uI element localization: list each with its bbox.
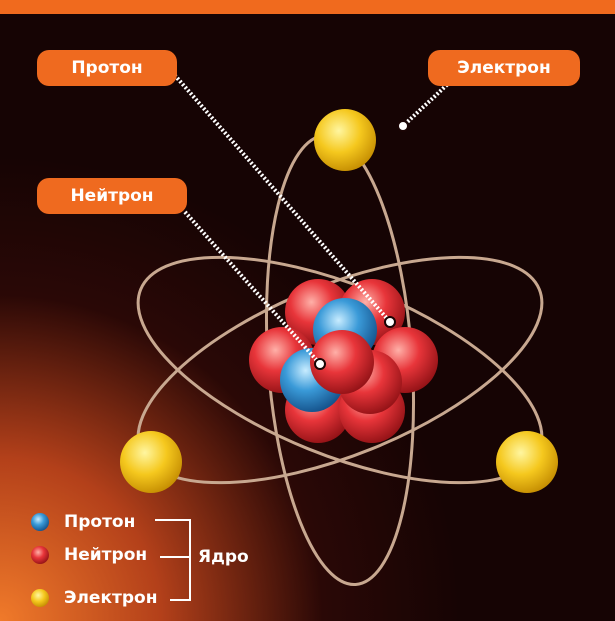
callout-label: Электрон [457, 58, 550, 78]
legend-icon [31, 546, 49, 564]
legend-group: Ядро [198, 547, 249, 567]
legend-icon [31, 513, 49, 531]
callout-label: Нейтрон [70, 186, 153, 206]
legend-icon [31, 589, 49, 607]
legend-label: Нейтрон [64, 545, 147, 565]
callout-label: Протон [71, 58, 142, 78]
legend-label: Протон [64, 512, 135, 532]
top-border [0, 0, 615, 14]
atom-diagram: Протон Электрон Нейтрон Протон Нейтрон Э… [0, 0, 615, 621]
legend-label: Электрон [64, 588, 157, 608]
